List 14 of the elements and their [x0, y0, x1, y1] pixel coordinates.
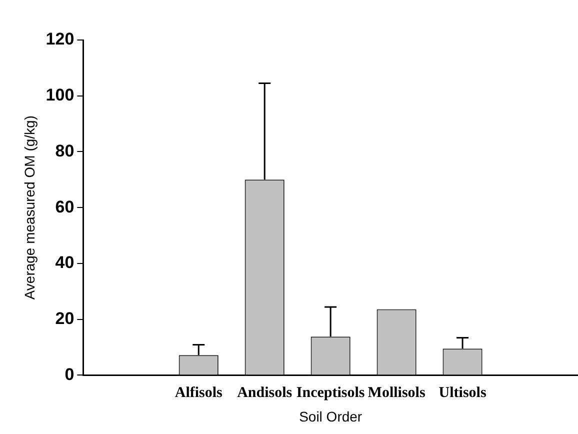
x-tick-label: Inceptisols — [296, 385, 365, 402]
x-tick-label: Mollisols — [368, 385, 426, 402]
y-tick-label: 60 — [55, 197, 74, 216]
y-tick-label: 40 — [55, 253, 74, 272]
y-tick-label: 0 — [64, 364, 74, 384]
x-tick-label: Andisols — [237, 385, 292, 402]
y-tick-label: 120 — [46, 30, 74, 49]
x-tick-label: Alfisols — [174, 385, 223, 402]
y-tick-label: 100 — [46, 86, 74, 105]
x-tick-label: Ultisols — [438, 385, 486, 402]
y-axis-title: Average measured OM (g/kg) — [21, 116, 38, 300]
y-tick-label: 80 — [55, 141, 74, 160]
y-tick-label: 20 — [55, 309, 74, 328]
x-axis-title: Soil Order — [299, 408, 362, 424]
